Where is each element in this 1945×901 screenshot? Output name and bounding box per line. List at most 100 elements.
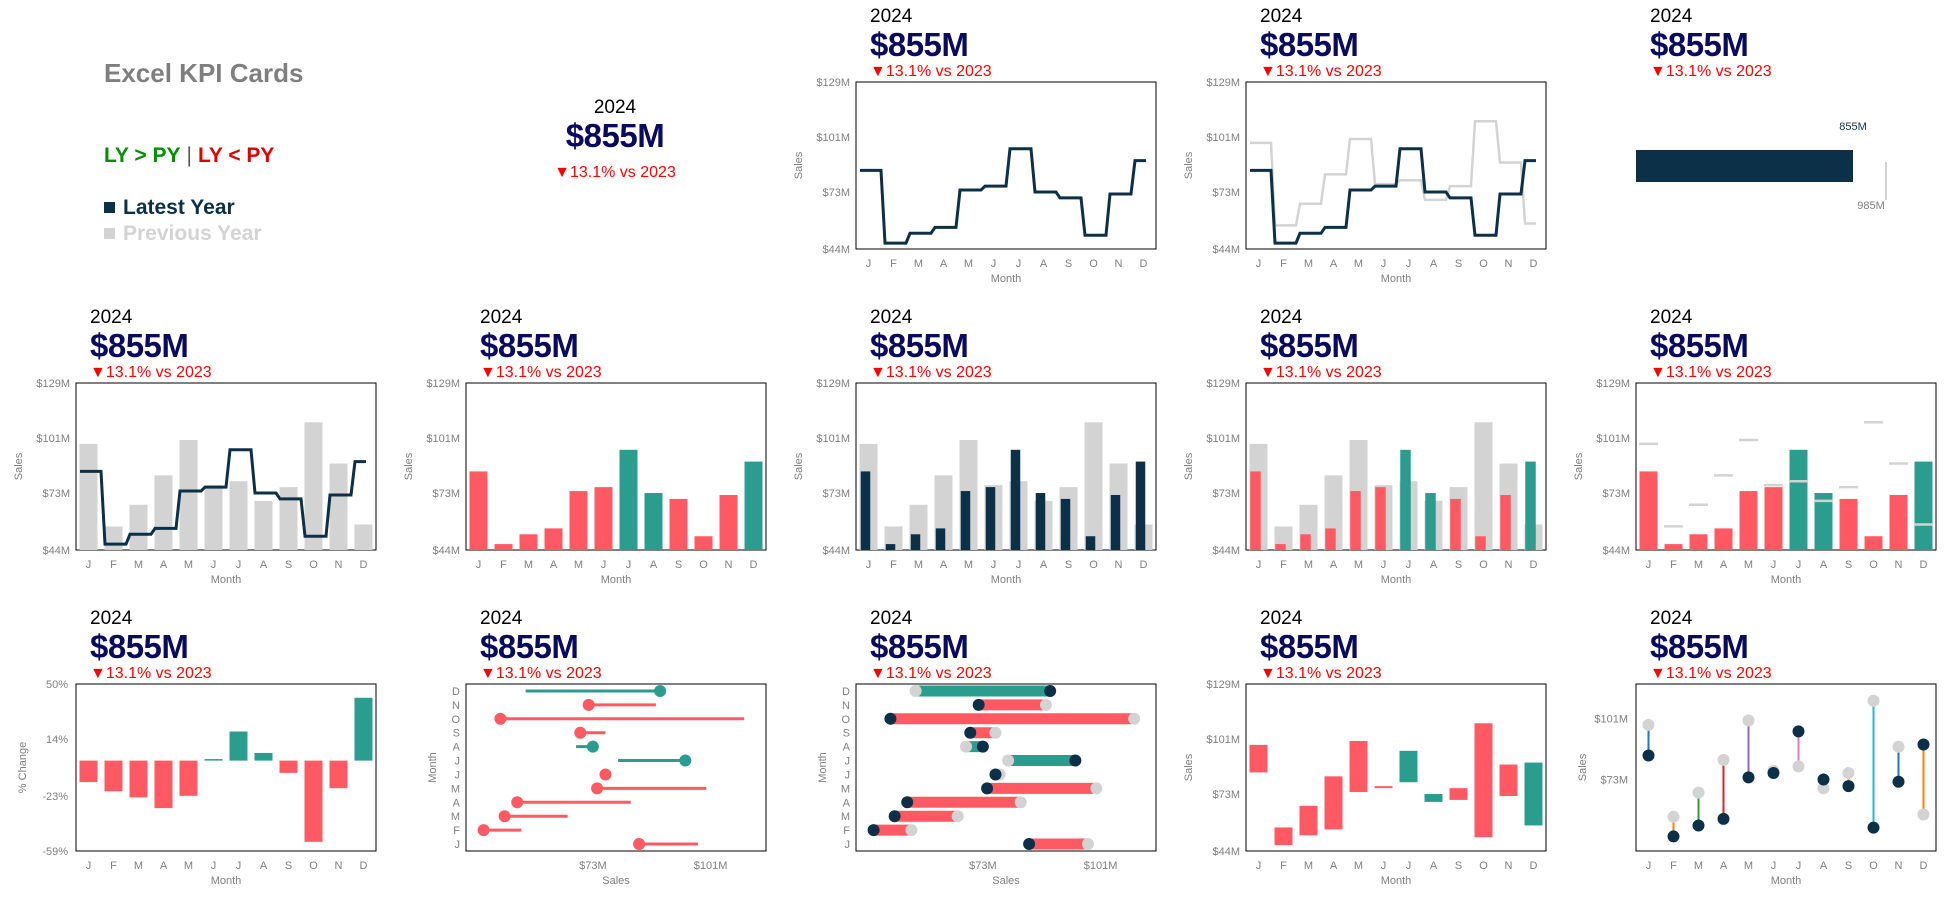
y-tick-label: $73M xyxy=(1602,488,1630,500)
x-tick-label: D xyxy=(360,860,368,872)
kpi-change: ▼13.1% vs 2023 xyxy=(554,164,676,181)
latest-bar xyxy=(935,528,946,550)
y-axis-title: Sales xyxy=(13,452,25,480)
y-tick-label: -59% xyxy=(42,846,68,858)
previous-dot xyxy=(1792,760,1805,773)
latest-dot xyxy=(964,726,977,739)
x-tick-label: $73M xyxy=(579,860,607,872)
latest-bar xyxy=(719,494,738,550)
x-tick-label: A xyxy=(1820,860,1828,872)
previous-bar xyxy=(279,487,298,550)
latest-bar xyxy=(1714,528,1733,550)
latest-dot xyxy=(633,838,646,851)
y-axis-title: Month xyxy=(817,752,829,783)
y-tick-label: $73M xyxy=(432,488,460,500)
y-tick-label: $101M xyxy=(1206,734,1240,746)
difference-bar xyxy=(1374,786,1393,789)
x-tick-label: S xyxy=(1845,559,1852,571)
kpi-header: 2024 $855M ▼13.1% vs 2023 xyxy=(90,307,212,382)
y-tick-label: J xyxy=(455,756,461,768)
y-tick-label: J xyxy=(455,839,461,851)
kpi-year: 2024 xyxy=(593,97,637,118)
latest-bar xyxy=(519,534,538,550)
x-tick-label: O xyxy=(1869,559,1878,571)
legend-previous-year: Previous Year xyxy=(104,222,262,246)
x-tick-label: J xyxy=(1381,559,1387,571)
previous-bar xyxy=(304,422,323,550)
y-tick-label: $101M xyxy=(816,433,850,445)
kpi-year: 2024 xyxy=(1260,6,1303,27)
pct-change-bar xyxy=(229,731,248,761)
kpi-value: $855M xyxy=(1260,628,1359,665)
kpi-year: 2024 xyxy=(90,307,133,328)
plot-frame xyxy=(1635,683,1937,852)
x-tick-label: A xyxy=(1330,559,1338,571)
y-tick-label: $101M xyxy=(1596,433,1630,445)
x-tick-label: D xyxy=(1140,258,1148,270)
color-legend: LY > PY | LY < PY xyxy=(104,144,274,168)
latest-line xyxy=(860,147,1146,245)
y-tick-label: J xyxy=(845,769,851,781)
x-axis-title: Sales xyxy=(992,875,1020,887)
pct-change-bar xyxy=(104,760,123,792)
chart-pct-change: 50% 14% -23% -59% % Change J F M A M J J A S O N D Month xyxy=(17,679,377,887)
latest-bar xyxy=(669,498,688,550)
chart-total-bar: 855M 985M xyxy=(1636,121,1887,212)
latest-bar xyxy=(1664,544,1683,550)
x-tick-label: M xyxy=(1694,860,1703,872)
kpi-header: 2024 $855M ▼13.1% vs 2023 xyxy=(870,307,992,382)
latest-bar xyxy=(1814,493,1833,550)
y-tick-label: D xyxy=(452,686,460,698)
y-tick-label: M xyxy=(841,783,850,795)
previous-bar xyxy=(179,439,198,550)
x-axis-title: Month xyxy=(601,574,632,586)
y-tick-label: J xyxy=(845,756,851,768)
kpi-year: 2024 xyxy=(1260,608,1303,629)
x-tick-label: M xyxy=(914,559,923,571)
y-tick-label: $129M xyxy=(1206,679,1240,691)
kpi-header: 2024 $855M ▼13.1% vs 2023 xyxy=(870,608,992,683)
x-tick-label: J xyxy=(1016,559,1022,571)
kpi-value: $855M xyxy=(1260,26,1359,63)
chart-bar-updown: $129M $101M $73M $44M Sales J F M A M J J A S O N D Month xyxy=(403,378,767,586)
previous-dot xyxy=(1090,782,1103,795)
legend-ly-gt-py: LY > PY xyxy=(104,144,181,167)
previous-dot xyxy=(1717,753,1730,766)
y-tick-label: $73M xyxy=(1212,789,1240,801)
latest-dot xyxy=(1069,754,1082,767)
x-tick-label: J xyxy=(1646,860,1652,872)
previous-dot xyxy=(1742,714,1755,727)
kpi-value: $855M xyxy=(565,117,665,154)
latest-dot xyxy=(591,782,604,795)
x-tick-label: D xyxy=(1920,860,1928,872)
x-axis-title: Month xyxy=(991,574,1022,586)
x-tick-label: M xyxy=(574,559,583,571)
difference-bar xyxy=(1349,740,1368,793)
pct-change-bar xyxy=(154,760,173,809)
latest-dot xyxy=(867,824,880,837)
kpi-year: 2024 xyxy=(870,608,913,629)
x-tick-label: N xyxy=(1505,559,1513,571)
previous-dot xyxy=(989,726,1002,739)
x-tick-label: $101M xyxy=(1084,860,1118,872)
latest-bar xyxy=(860,471,871,550)
kpi-value: $855M xyxy=(1650,26,1749,63)
latest-bar xyxy=(1300,534,1311,550)
y-tick-label: $129M xyxy=(816,77,850,89)
y-tick-label: $101M xyxy=(816,132,850,144)
y-axis-title: Sales xyxy=(793,452,805,480)
previous-bar xyxy=(229,481,248,550)
y-tick-label: F xyxy=(453,825,460,837)
x-tick-label: O xyxy=(1479,860,1488,872)
x-tick-label: J xyxy=(1406,258,1412,270)
kpi-value: $855M xyxy=(870,26,969,63)
y-tick-label: $44M xyxy=(432,545,460,557)
difference-bar xyxy=(1424,794,1443,802)
latest-bar xyxy=(1035,493,1046,550)
x-axis-title: Month xyxy=(991,273,1022,285)
previous-dot xyxy=(1667,810,1680,823)
kpi-value: $855M xyxy=(870,628,969,665)
latest-dot xyxy=(511,796,524,809)
latest-line xyxy=(80,448,366,546)
